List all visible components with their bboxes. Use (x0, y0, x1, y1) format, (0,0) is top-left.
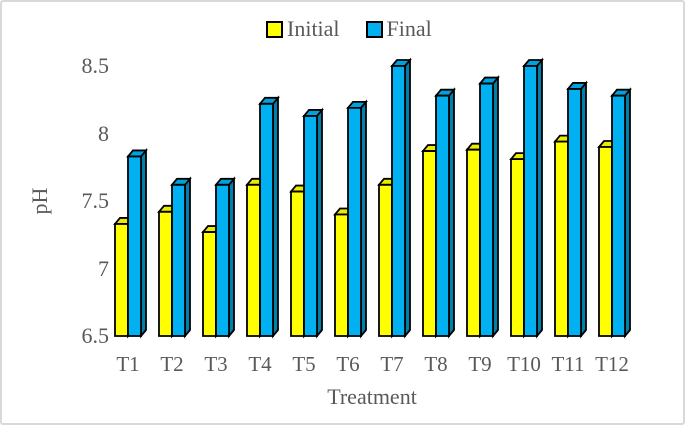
bar-face (334, 213, 349, 337)
x-tick-label-T3: T3 (204, 352, 228, 376)
bar-face (554, 140, 569, 337)
bar-face (259, 102, 274, 337)
x-tick-label-T6: T6 (336, 352, 360, 376)
bar-face (466, 148, 481, 337)
bar-face (158, 210, 173, 337)
bar-face (567, 88, 582, 337)
bar-face (171, 183, 186, 337)
bar-face (523, 65, 538, 337)
bar-face (422, 150, 437, 337)
chart-legend: Initial Final (266, 15, 432, 43)
x-tick-label-T5: T5 (292, 352, 316, 376)
x-tick-label-T2: T2 (160, 352, 184, 376)
x-tick-label-T1: T1 (116, 352, 140, 376)
bar-face (435, 94, 450, 337)
bar-face (611, 94, 626, 337)
bar-face (378, 183, 393, 337)
x-tick-label-T12: T12 (595, 352, 629, 376)
initial-series-swatch-icon (266, 20, 283, 38)
legend-item-initial: Initial (266, 15, 340, 43)
y-axis-title: pH (27, 187, 52, 215)
bar-face (114, 223, 129, 337)
x-tick-label-T7: T7 (380, 352, 404, 376)
x-tick-label-T11: T11 (551, 352, 585, 376)
x-tick-label-T4: T4 (248, 352, 272, 376)
y-tick-label-7: 7 (98, 255, 109, 281)
bar-face (215, 183, 230, 337)
legend-label-initial: Initial (287, 16, 340, 41)
x-tick-label-T8: T8 (424, 352, 448, 376)
bar-face (598, 146, 613, 337)
y-tick-label-7.5: 7.5 (81, 188, 110, 213)
y-tick-label-6.5: 6.5 (81, 323, 110, 348)
bar-face (246, 183, 261, 337)
final-series-swatch-icon (365, 20, 383, 38)
legend-item-final: Final (365, 15, 432, 43)
bar-face (391, 65, 406, 337)
legend-label-final: Final (386, 16, 432, 41)
bar-face (303, 115, 318, 337)
bar-face (510, 158, 525, 337)
bar-face (347, 106, 362, 337)
x-axis-title: Treatment (327, 384, 417, 409)
y-tick-label-8.5: 8.5 (81, 53, 110, 78)
bar-face (479, 82, 494, 337)
x-tick-label-T9: T9 (468, 352, 492, 376)
bar-face (127, 155, 142, 337)
x-tick-label-T10: T10 (507, 352, 541, 376)
bar-face (290, 190, 305, 337)
bar-face (202, 231, 217, 337)
y-tick-label-8: 8 (98, 120, 109, 146)
